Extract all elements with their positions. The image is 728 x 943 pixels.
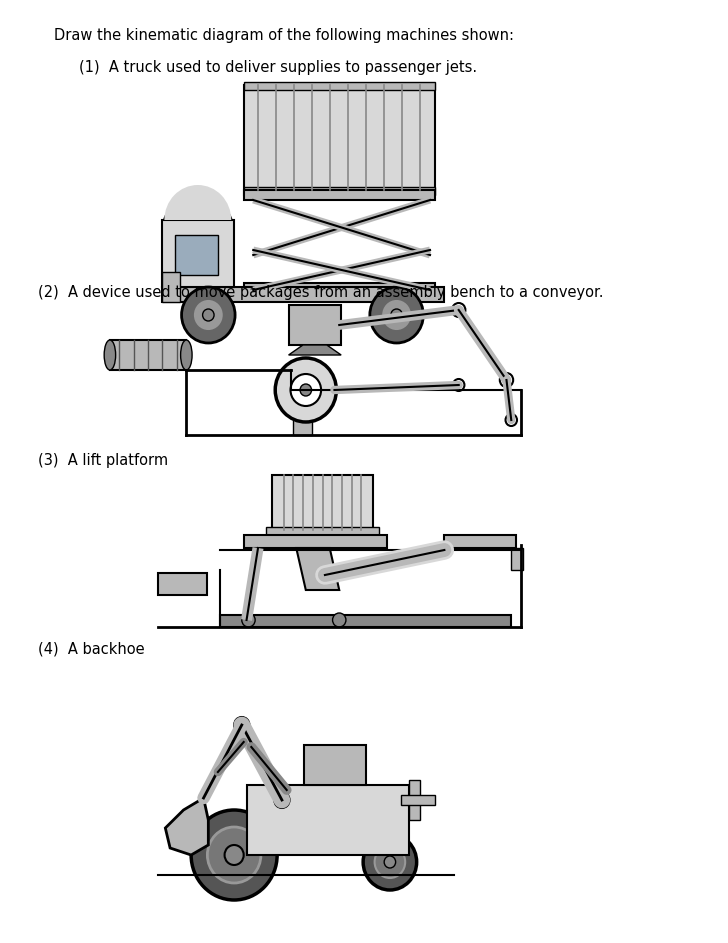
- Circle shape: [333, 613, 346, 627]
- Bar: [409, 780, 421, 820]
- Polygon shape: [165, 798, 208, 855]
- Circle shape: [181, 287, 235, 343]
- Wedge shape: [165, 185, 232, 220]
- Bar: [244, 190, 435, 200]
- Polygon shape: [296, 548, 339, 590]
- Bar: [110, 340, 186, 370]
- Circle shape: [500, 373, 513, 387]
- Bar: [158, 573, 207, 595]
- Circle shape: [202, 309, 214, 321]
- Circle shape: [224, 845, 244, 865]
- Bar: [244, 283, 435, 293]
- Text: Draw the kinematic diagram of the following machines shown:: Draw the kinematic diagram of the follow…: [55, 28, 515, 43]
- Bar: [244, 187, 435, 195]
- Circle shape: [363, 834, 416, 890]
- Bar: [247, 785, 409, 855]
- Circle shape: [242, 613, 255, 627]
- Circle shape: [452, 303, 465, 317]
- Bar: [162, 220, 234, 287]
- Bar: [162, 287, 444, 302]
- Circle shape: [275, 358, 336, 422]
- Ellipse shape: [181, 340, 192, 370]
- Bar: [401, 795, 435, 805]
- Ellipse shape: [104, 340, 116, 370]
- Bar: [511, 548, 523, 570]
- Circle shape: [274, 792, 290, 808]
- Bar: [244, 85, 435, 195]
- Circle shape: [384, 856, 395, 868]
- Text: (2)  A device used to move packages from an assembly bench to a conveyor.: (2) A device used to move packages from …: [39, 285, 604, 300]
- Circle shape: [191, 810, 277, 900]
- Circle shape: [505, 414, 517, 426]
- Bar: [304, 745, 366, 785]
- Circle shape: [290, 374, 321, 406]
- Bar: [293, 385, 312, 435]
- Bar: [272, 475, 373, 530]
- Bar: [244, 535, 387, 548]
- Circle shape: [370, 287, 424, 343]
- Bar: [220, 615, 511, 627]
- Circle shape: [453, 379, 464, 391]
- Circle shape: [383, 301, 410, 329]
- Bar: [266, 527, 379, 535]
- Text: (1)  A truck used to deliver supplies to passenger jets.: (1) A truck used to deliver supplies to …: [79, 60, 478, 75]
- Circle shape: [375, 846, 405, 878]
- Text: (3)  A lift platform: (3) A lift platform: [39, 453, 168, 468]
- Circle shape: [300, 384, 312, 396]
- Circle shape: [195, 301, 222, 329]
- Text: (4)  A backhoe: (4) A backhoe: [39, 642, 145, 657]
- Bar: [175, 235, 218, 275]
- Polygon shape: [288, 345, 341, 355]
- Bar: [288, 305, 341, 345]
- Circle shape: [391, 309, 403, 321]
- Bar: [162, 272, 180, 302]
- Circle shape: [234, 717, 250, 733]
- Bar: [444, 535, 516, 548]
- Bar: [244, 82, 435, 90]
- Circle shape: [207, 827, 261, 883]
